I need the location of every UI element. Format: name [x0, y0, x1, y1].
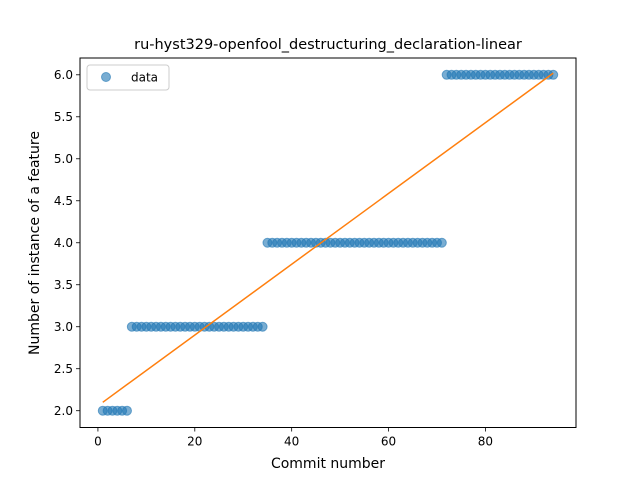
fit-line: [102, 72, 554, 403]
x-tick-label: 0: [94, 435, 102, 449]
legend-marker-data: [101, 72, 111, 82]
y-tick-label: 4.0: [54, 236, 73, 250]
y-tick-label: 2.0: [54, 404, 73, 418]
y-tick-label: 3.0: [54, 320, 73, 334]
y-tick-label: 6.0: [54, 68, 73, 82]
y-tick-label: 5.0: [54, 152, 73, 166]
x-tick-label: 60: [381, 435, 396, 449]
y-tick-label: 5.5: [54, 110, 73, 124]
x-tick-label: 80: [478, 435, 493, 449]
legend-label-data: data: [131, 71, 158, 85]
legend: data: [86, 64, 170, 91]
data-point: [257, 321, 268, 332]
data-point: [548, 69, 559, 80]
x-tick-label: 20: [187, 435, 202, 449]
y-tick-label: 3.5: [54, 278, 73, 292]
y-tick-label: 2.5: [54, 362, 73, 376]
data-point: [436, 237, 447, 248]
chart-title: ru-hyst329-openfool_destructuring_declar…: [134, 37, 522, 53]
data-point: [121, 405, 132, 416]
x-axis-label: Commit number: [271, 456, 385, 472]
y-axis-label: Number of instance of a feature: [27, 131, 43, 355]
legend-box: [86, 64, 170, 91]
y-tick-label: 4.5: [54, 194, 73, 208]
x-tick-label: 40: [284, 435, 299, 449]
